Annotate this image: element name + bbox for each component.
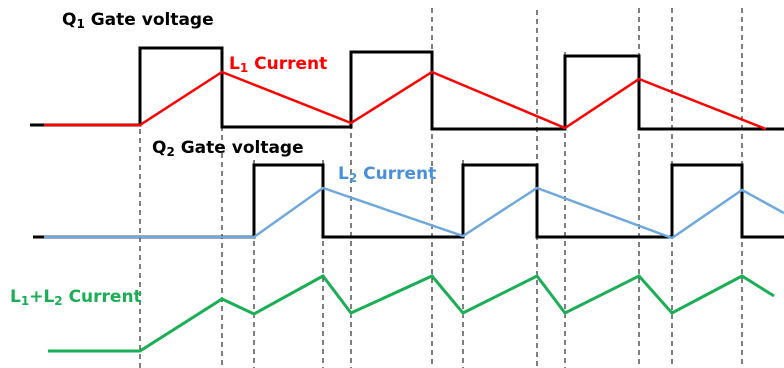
q2-gate-label: Q2 Gate voltage — [152, 138, 304, 159]
q2-gate-waveform — [33, 163, 784, 239]
l2-current-waveform — [44, 186, 784, 240]
q1-gate-label: Q1 Gate voltage — [62, 10, 214, 31]
sum-current-label: L1+L2 Current — [10, 287, 142, 308]
l1-current-label: L1 Current — [229, 54, 328, 75]
l2-current-label: L2 Current — [338, 164, 437, 185]
q1-gate-waveform — [30, 46, 784, 131]
l1-current-waveform — [44, 70, 767, 131]
sum-current-waveform — [48, 274, 775, 353]
